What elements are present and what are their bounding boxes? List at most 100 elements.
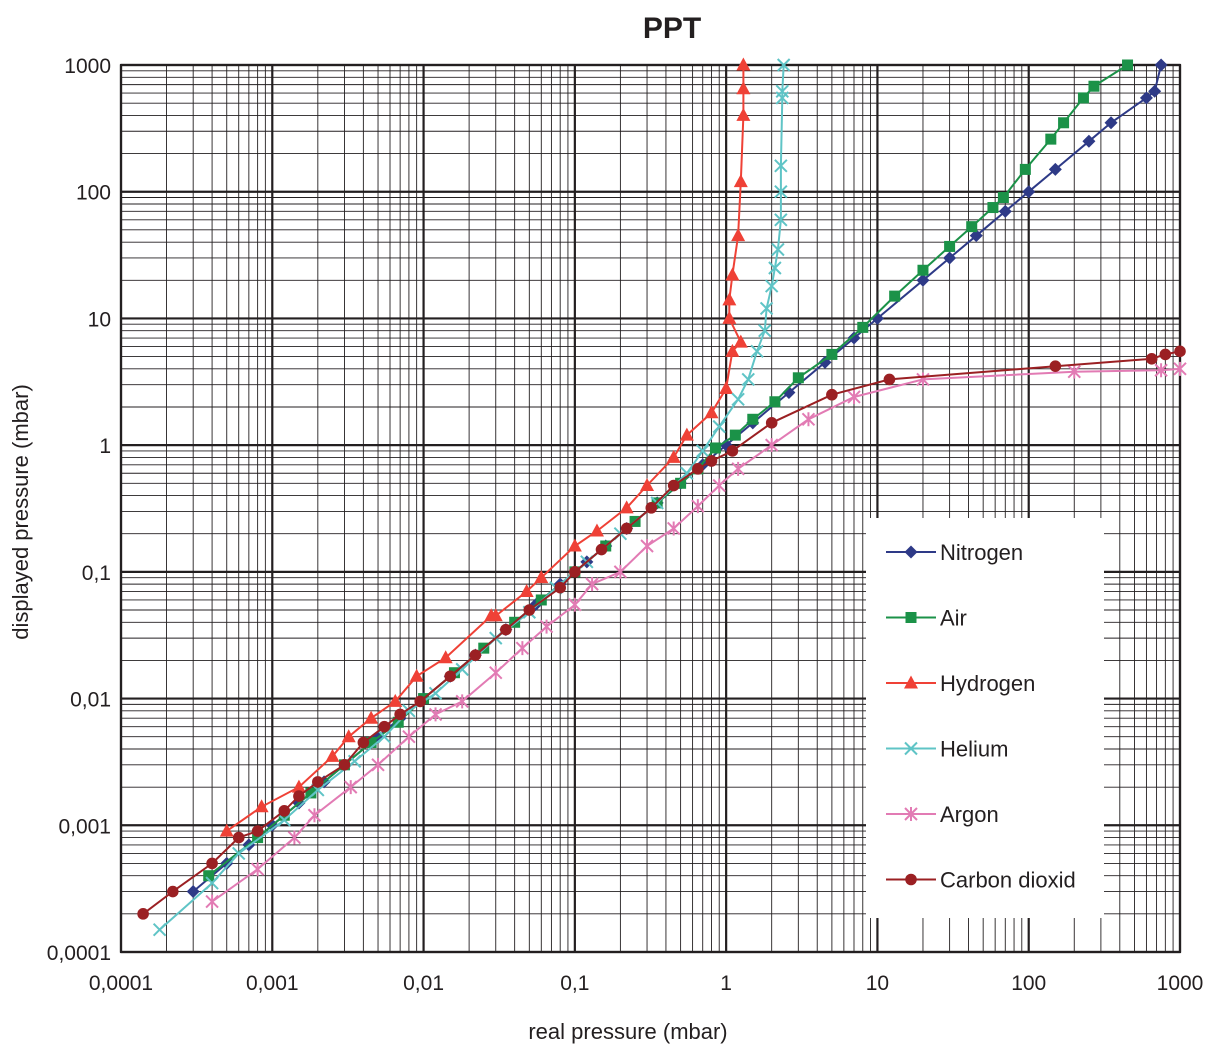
data-point — [640, 478, 655, 492]
data-point — [943, 251, 957, 265]
data-point — [709, 442, 721, 454]
data-point — [725, 267, 740, 281]
data-point — [402, 729, 416, 744]
data-point — [388, 693, 403, 707]
y-tick-label: 1 — [99, 435, 111, 458]
data-point — [277, 813, 291, 827]
y-tick-label: 0,01 — [70, 689, 111, 712]
data-point — [534, 570, 549, 584]
tick-labels: 0,0001 0,001 0,01 0,1 1 10 100 1000 0,0001 0,001 0… — [47, 55, 1204, 995]
data-point — [1174, 345, 1186, 358]
data-point — [205, 894, 219, 909]
data-point — [731, 392, 745, 407]
data-point — [414, 695, 427, 708]
data-point — [205, 876, 219, 890]
data-point — [736, 81, 751, 95]
data-point — [997, 192, 1009, 204]
data-point — [595, 543, 608, 556]
data-point — [826, 348, 838, 360]
data-point — [1082, 134, 1096, 148]
data-point — [1148, 84, 1162, 98]
data-point — [364, 710, 379, 724]
legend-label: Air — [940, 606, 967, 631]
y-tick-label: 10 — [88, 308, 111, 331]
legend-item: Hydrogen — [886, 671, 1035, 696]
data-point — [1022, 185, 1036, 199]
data-point — [613, 564, 628, 579]
data-point — [394, 708, 406, 721]
data-point — [679, 427, 694, 441]
data-point — [293, 790, 305, 802]
legend-item: Argon — [886, 802, 999, 827]
legend-item: Nitrogen — [886, 540, 1023, 565]
data-point — [1154, 58, 1168, 72]
data-point — [691, 499, 705, 514]
data-point — [1159, 348, 1172, 361]
data-point — [428, 686, 443, 701]
data-point — [640, 538, 654, 553]
data-point — [750, 344, 764, 359]
data-point — [1122, 59, 1134, 71]
data-point — [731, 461, 745, 476]
data-point — [307, 808, 322, 823]
data-point — [733, 174, 748, 188]
data-point — [847, 331, 861, 345]
data-point — [998, 204, 1012, 218]
y-tick-label: 1000 — [64, 55, 111, 78]
data-point — [152, 922, 167, 937]
data-point — [917, 264, 929, 276]
data-point — [904, 807, 918, 821]
data-point — [1139, 91, 1153, 105]
data-point — [1049, 360, 1062, 372]
data-point — [719, 380, 734, 394]
data-point — [251, 825, 264, 837]
data-point — [409, 668, 424, 682]
series-line — [158, 64, 785, 931]
data-point — [219, 823, 234, 837]
x-tick-label: 1 — [720, 972, 732, 995]
data-point — [568, 597, 582, 612]
data-point — [305, 787, 317, 799]
data-series — [137, 57, 1187, 937]
data-point — [764, 438, 779, 453]
data-point — [1048, 162, 1062, 176]
data-point — [847, 389, 861, 404]
data-point — [252, 832, 264, 844]
data-point — [338, 759, 351, 771]
x-tick-label: 1000 — [1157, 972, 1204, 995]
data-point — [515, 641, 530, 656]
series-argon — [205, 361, 1187, 909]
data-point — [1173, 361, 1187, 376]
data-point — [523, 604, 536, 616]
data-point — [705, 455, 718, 467]
data-point — [167, 885, 179, 898]
data-point — [287, 830, 302, 845]
y-tick-label: 100 — [76, 182, 111, 205]
data-point — [254, 799, 269, 813]
data-point — [444, 670, 457, 683]
data-point — [585, 577, 599, 592]
series-carbon-dioxid — [137, 345, 1186, 920]
data-point — [438, 650, 453, 664]
x-tick-label: 0,01 — [403, 972, 444, 995]
data-point — [232, 846, 246, 861]
data-point — [1067, 364, 1081, 379]
data-point — [206, 857, 218, 870]
x-tick-label: 0,0001 — [89, 972, 153, 995]
data-point — [792, 372, 804, 384]
legend-label: Carbon dioxid — [940, 868, 1076, 893]
y-tick-label: 0,001 — [58, 815, 111, 838]
data-point — [944, 240, 956, 252]
data-point — [712, 419, 726, 434]
data-point — [291, 779, 306, 793]
data-point — [741, 372, 755, 387]
data-point — [904, 741, 918, 756]
data-point — [769, 396, 781, 408]
data-point — [250, 862, 265, 877]
data-point — [722, 310, 737, 324]
legend-label: Hydrogen — [940, 671, 1035, 696]
data-point — [519, 583, 534, 597]
data-point — [428, 707, 443, 722]
data-point — [137, 908, 149, 920]
data-point — [733, 334, 748, 348]
